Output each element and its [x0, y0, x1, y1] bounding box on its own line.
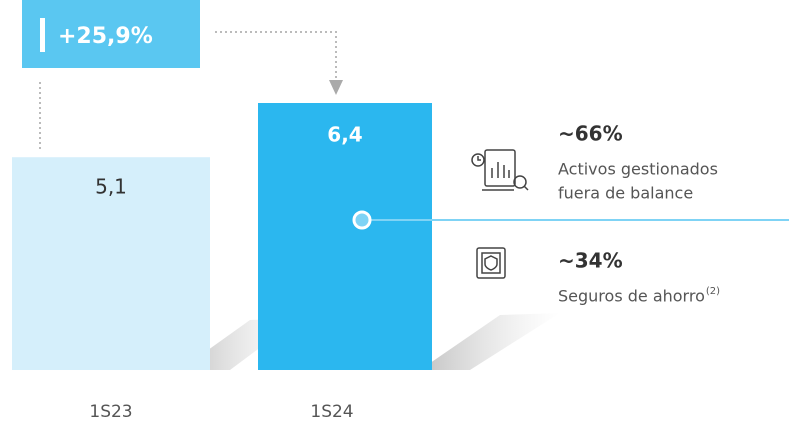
- connector-dot: [352, 210, 372, 230]
- bar: [12, 157, 210, 370]
- annotation-value: ~34%: [558, 249, 623, 273]
- x-tick-label: 1S24: [310, 402, 353, 422]
- annotation-text: Seguros de ahorro: [558, 287, 705, 306]
- value-label: 5,1: [95, 175, 127, 199]
- shadow: [420, 313, 560, 370]
- arrow: [329, 80, 343, 95]
- icon-assets: [471, 149, 529, 191]
- bar: [258, 103, 432, 370]
- annotation-text: Activos gestionados: [558, 160, 718, 179]
- growth-label: +25,9%: [58, 24, 153, 49]
- icon-safe: [476, 247, 506, 279]
- annotation-note: (2): [706, 286, 720, 297]
- growth-marker: [40, 18, 45, 52]
- x-tick-label: 1S23: [89, 402, 132, 422]
- growth-box: [22, 0, 200, 68]
- annotation-text: fuera de balance: [558, 184, 693, 203]
- annotation-value: ~66%: [558, 122, 623, 146]
- dotted-line: [215, 31, 337, 80]
- value-label: 6,4: [327, 123, 362, 147]
